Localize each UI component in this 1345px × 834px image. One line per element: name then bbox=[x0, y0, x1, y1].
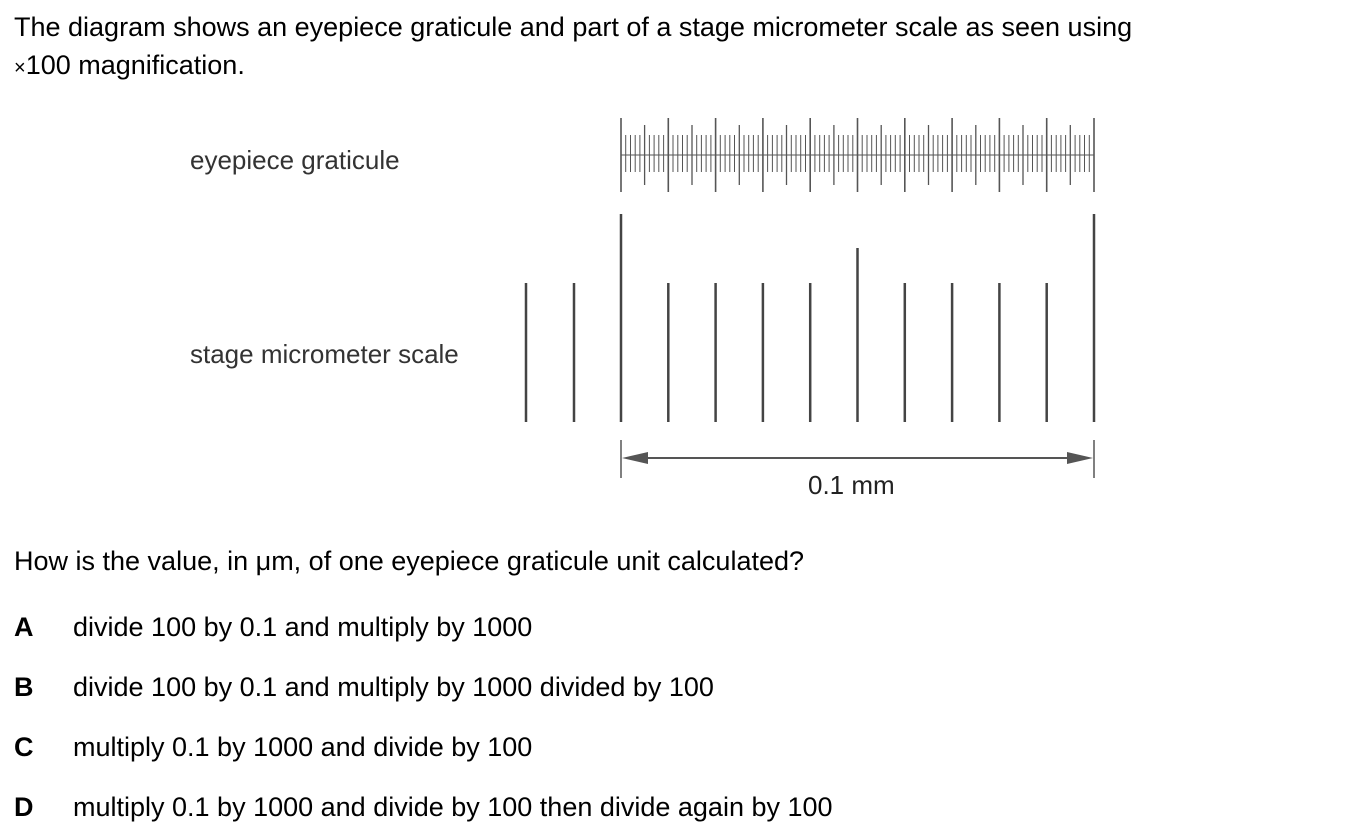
option-letter: A bbox=[14, 612, 34, 642]
scale-length-label: 0.1 mm bbox=[808, 470, 895, 500]
scale-bar-right-arrowhead bbox=[1067, 452, 1093, 464]
option-letter: C bbox=[14, 732, 34, 762]
eyepiece-graticule-label: eyepiece graticule bbox=[190, 145, 400, 175]
scale-bar bbox=[620, 440, 1095, 478]
option-letter: D bbox=[14, 792, 34, 822]
question-stem: How is the value, in μm, of one eyepiece… bbox=[14, 545, 804, 577]
question-suffix: m, of one eyepiece graticule unit calcul… bbox=[271, 546, 805, 576]
scale-bar-left-arrowhead bbox=[622, 452, 648, 464]
question-intro: The diagram shows an eyepiece graticule … bbox=[14, 8, 1332, 87]
option-text: multiply 0.1 by 1000 and divide by 100 bbox=[73, 732, 533, 762]
question-prefix: How is the value, in bbox=[14, 546, 256, 576]
option-text: multiply 0.1 by 1000 and divide by 100 t… bbox=[73, 792, 833, 822]
intro-line-2: 100 magnification. bbox=[25, 50, 245, 80]
stage-micrometer-scale bbox=[524, 214, 1096, 422]
option-text: divide 100 by 0.1 and multiply by 1000 d… bbox=[73, 672, 714, 702]
option-text: divide 100 by 0.1 and multiply by 1000 bbox=[73, 612, 533, 642]
micro-symbol: μ bbox=[255, 546, 272, 576]
stage-micrometer-label: stage micrometer scale bbox=[190, 339, 459, 369]
times-symbol: × bbox=[14, 57, 26, 79]
intro-line-1: The diagram shows an eyepiece graticule … bbox=[14, 12, 1133, 42]
option-letter: B bbox=[14, 672, 34, 702]
eyepiece-graticule-scale bbox=[620, 118, 1095, 192]
